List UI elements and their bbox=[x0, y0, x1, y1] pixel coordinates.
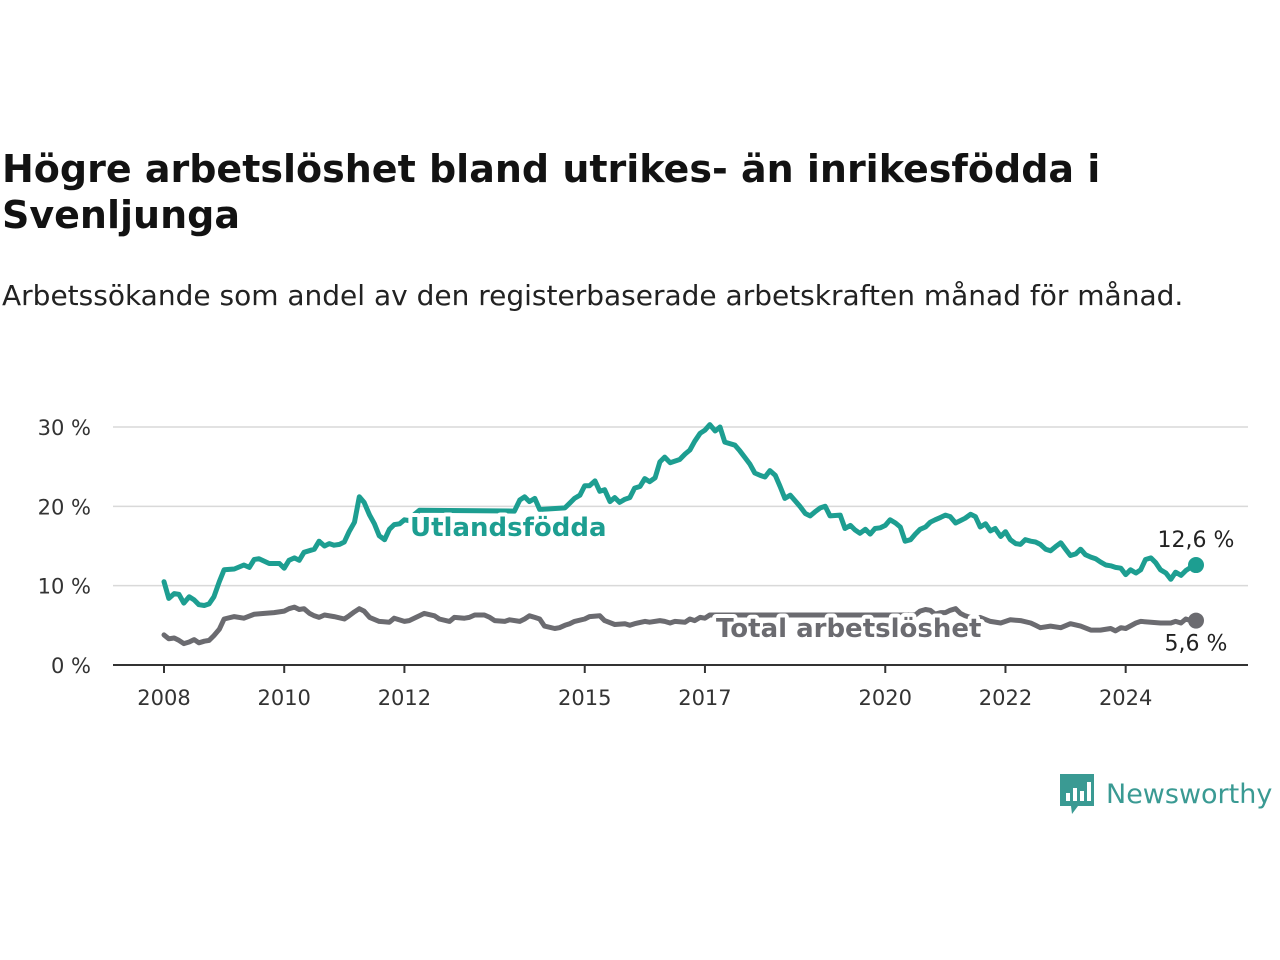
series-lines bbox=[161, 422, 1199, 647]
grid-lines bbox=[113, 426, 1248, 587]
y-tick-label: 10 % bbox=[38, 575, 91, 599]
x-tick-label: 2020 bbox=[859, 686, 912, 710]
y-axis-tick-labels: 0 % 10 % 20 % 30 % bbox=[38, 416, 91, 678]
x-tick-label: 2015 bbox=[558, 686, 611, 710]
x-tick-label: 2008 bbox=[137, 686, 190, 710]
end-point-total bbox=[1188, 612, 1204, 629]
y-tick-label: 20 % bbox=[38, 495, 91, 519]
series-line-utlandsfodda bbox=[161, 422, 1199, 608]
end-markers: 12,6 % 5,6 % bbox=[1155, 526, 1237, 660]
x-tick-label: 2022 bbox=[979, 686, 1032, 710]
y-tick-label: 30 % bbox=[38, 416, 91, 440]
end-value-label-utlandsfodda: 12,6 % bbox=[1158, 528, 1235, 553]
end-value-label-total: 5,6 % bbox=[1165, 632, 1228, 657]
x-tick-label: 2010 bbox=[257, 686, 310, 710]
chart-title: Högre arbetslöshet bland utrikes- än inr… bbox=[2, 147, 1101, 237]
x-axis: 2008 2010 2012 2015 2017 2020 2022 2024 bbox=[113, 664, 1248, 710]
series-line-total bbox=[161, 604, 1199, 647]
series-label-total: Total arbetslöshet bbox=[716, 614, 981, 644]
x-tick-label: 2012 bbox=[378, 686, 431, 710]
chart-subtitle: Arbetssökande som andel av den registerb… bbox=[2, 279, 1184, 312]
series-labels: Utlandsfödda Total arbetslöshet bbox=[406, 509, 985, 648]
y-tick-label: 0 % bbox=[51, 654, 91, 678]
end-point-utlandsfodda bbox=[1188, 557, 1204, 574]
x-tick-label: 2024 bbox=[1099, 686, 1152, 710]
brand-logo: Newsworthy bbox=[1058, 772, 1272, 816]
newsworthy-logo-icon bbox=[1060, 774, 1094, 814]
brand-name: Newsworthy bbox=[1106, 778, 1273, 810]
x-tick-label: 2017 bbox=[678, 686, 731, 710]
series-label-utlandsfodda: Utlandsfödda bbox=[410, 513, 607, 543]
